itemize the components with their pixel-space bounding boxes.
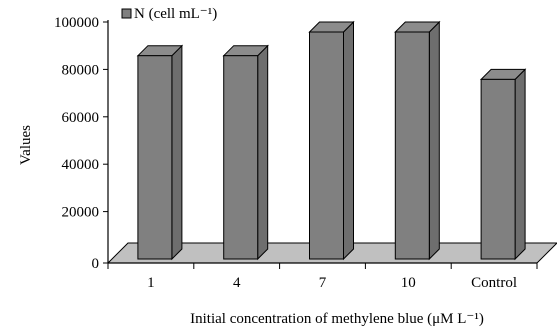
x-tick-label: 4 [233, 275, 241, 291]
bar-side [514, 68, 526, 261]
y-tick-label: 100000 [54, 15, 99, 31]
x-tick-label: Control [471, 275, 517, 291]
bar [394, 20, 441, 261]
legend: N (cell mL⁻¹) [121, 6, 217, 22]
bar-front [137, 55, 173, 260]
x-tick-label: 1 [147, 275, 155, 291]
bar-front [394, 31, 430, 260]
x-tick-label: 10 [401, 275, 416, 291]
bar [479, 68, 527, 261]
y-tick-label: 20000 [62, 205, 100, 221]
y-tick-label: 0 [92, 256, 100, 272]
y-tick-label: 60000 [62, 110, 100, 126]
y-ticks: 0 20000 40000 60000 80000 100000 [54, 15, 108, 272]
axes [107, 20, 537, 264]
bar-side [257, 44, 269, 261]
bar-side [343, 20, 354, 261]
x-ticks: 1 4 7 10 Control [107, 263, 538, 291]
bar-front [223, 55, 259, 260]
bar [136, 44, 184, 261]
legend-label: N (cell mL⁻¹) [134, 6, 217, 22]
bar-front [480, 78, 516, 260]
bar-side [428, 20, 440, 261]
bar-front [309, 31, 344, 260]
bar [308, 20, 355, 261]
x-axis-title: Initial concentration of methylene blue … [190, 311, 484, 327]
y-tick-label: 80000 [62, 62, 100, 78]
bar [222, 44, 269, 261]
legend-swatch [121, 8, 132, 19]
x-tick-label: 7 [319, 275, 327, 291]
bars [136, 20, 527, 261]
bar-side [171, 44, 183, 261]
y-axis-title: Values [18, 125, 34, 165]
y-tick-label: 40000 [62, 157, 100, 173]
